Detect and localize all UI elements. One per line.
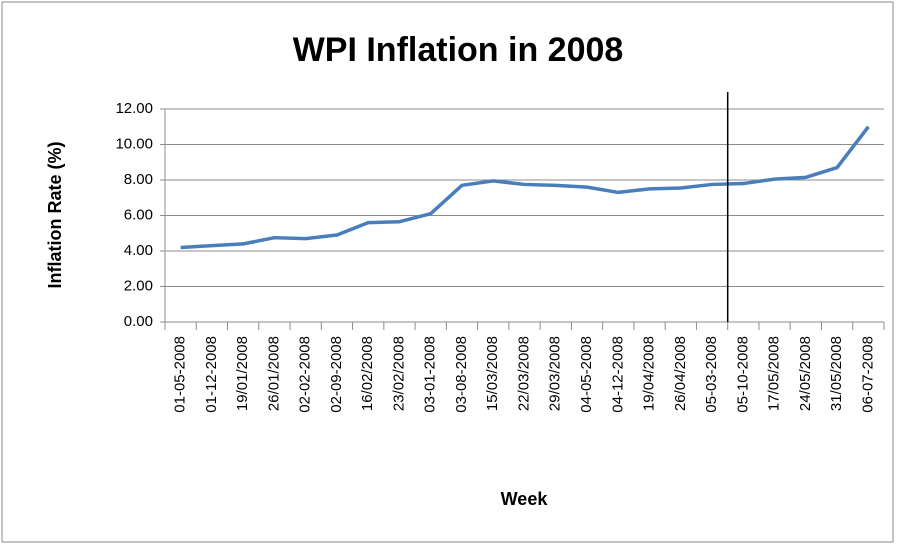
x-tick-label: 22/03/2008 bbox=[515, 336, 532, 411]
y-tick-label: 4.00 bbox=[124, 242, 153, 259]
x-tick-label: 31/05/2008 bbox=[828, 336, 845, 411]
x-tick-label: 29/03/2008 bbox=[547, 336, 564, 411]
x-tick-label: 16/02/2008 bbox=[359, 336, 376, 411]
x-tick-label: 17/05/2008 bbox=[766, 336, 783, 411]
x-tick-label: 02-09-2008 bbox=[328, 336, 345, 413]
y-tick-label: 10.00 bbox=[115, 135, 153, 152]
x-tick-label: 04-12-2008 bbox=[609, 336, 626, 413]
x-tick-label: 19/04/2008 bbox=[641, 336, 658, 411]
x-tick-label: 24/05/2008 bbox=[797, 336, 814, 411]
y-tick-label: 8.00 bbox=[124, 171, 153, 188]
x-tick-label: 01-12-2008 bbox=[203, 336, 220, 413]
y-tick-label: 2.00 bbox=[124, 277, 153, 294]
x-tick-label: 26/04/2008 bbox=[672, 336, 689, 411]
y-axis-title: Inflation Rate (%) bbox=[45, 141, 65, 288]
series-line bbox=[180, 125, 870, 250]
x-axis-title: Week bbox=[501, 489, 549, 509]
x-tick-label: 01-05-2008 bbox=[172, 336, 189, 413]
chart-title: WPI Inflation in 2008 bbox=[293, 31, 624, 69]
x-tick-label: 03-08-2008 bbox=[453, 336, 470, 413]
x-tick-label: 19/01/2008 bbox=[234, 336, 251, 411]
x-tick-label: 06-07-2008 bbox=[859, 336, 876, 413]
x-tick-label: 03-01-2008 bbox=[422, 336, 439, 413]
y-tick-label: 0.00 bbox=[124, 313, 153, 330]
y-tick-label: 6.00 bbox=[124, 206, 153, 223]
x-tick-label: 26/01/2008 bbox=[265, 336, 282, 411]
x-tick-label: 23/02/2008 bbox=[390, 336, 407, 411]
x-tick-label: 04-05-2008 bbox=[578, 336, 595, 413]
x-tick-label: 05-10-2008 bbox=[734, 336, 751, 413]
x-tick-label: 02-02-2008 bbox=[297, 336, 314, 413]
x-tick-label: 05-03-2008 bbox=[703, 336, 720, 413]
x-tick-label: 15/03/2008 bbox=[484, 336, 501, 411]
y-tick-label: 12.00 bbox=[115, 100, 153, 117]
